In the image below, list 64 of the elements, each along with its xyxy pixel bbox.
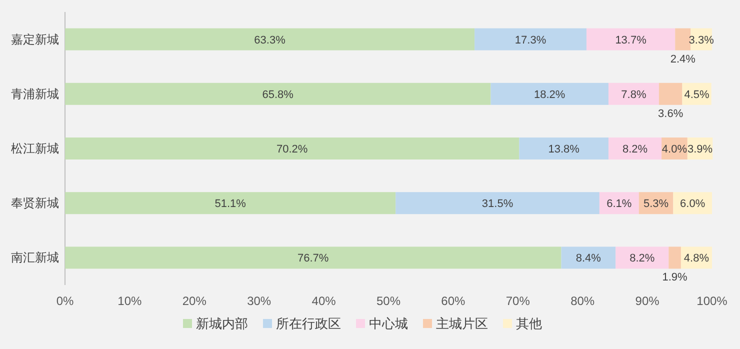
data-label: 51.1% — [214, 198, 246, 210]
bar — [65, 246, 562, 269]
bar — [519, 138, 608, 160]
data-label: 4.5% — [684, 88, 710, 101]
x-tick-label: 30% — [247, 294, 272, 308]
x-tick-label: 100% — [696, 294, 728, 308]
data-label: 8.2% — [622, 144, 648, 156]
bar — [65, 192, 396, 214]
legend-label: 所在行政区 — [276, 316, 341, 331]
bar — [65, 138, 520, 160]
x-tick-label: 20% — [182, 294, 207, 308]
y-tick-label: 松江新城 — [11, 142, 59, 156]
data-label: 4.0% — [662, 144, 688, 156]
legend-label: 新城内部 — [196, 316, 248, 331]
legend-label: 主城片区 — [436, 316, 488, 331]
data-label: 8.2% — [630, 252, 655, 265]
bar — [65, 28, 475, 50]
bar — [658, 82, 682, 105]
data-label: 13.7% — [615, 34, 647, 46]
x-tick-label: 60% — [441, 294, 466, 308]
data-label: 63.3% — [254, 34, 286, 46]
bar — [474, 28, 586, 50]
bar — [608, 82, 659, 105]
data-label: 5.3% — [643, 198, 669, 210]
data-label: 70.2% — [276, 144, 308, 156]
bar — [586, 28, 676, 50]
y-tick-label: 青浦新城 — [11, 86, 59, 101]
data-label: 18.2% — [534, 88, 566, 101]
x-tick-label: 10% — [118, 294, 142, 308]
x-tick-label: 70% — [506, 294, 530, 308]
bar — [65, 82, 491, 105]
data-label: 17.3% — [514, 34, 546, 46]
data-label: 6.0% — [680, 198, 706, 210]
legend-label: 其他 — [516, 316, 542, 331]
bar — [396, 192, 600, 214]
data-label: 7.8% — [621, 88, 646, 101]
y-tick-label: 南汇新城 — [11, 250, 59, 265]
bar — [599, 192, 639, 214]
y-tick-label: 嘉定新城 — [11, 32, 59, 46]
data-label: 3.9% — [687, 144, 713, 156]
data-label: 8.4% — [576, 252, 602, 265]
x-tick-label: 0% — [56, 294, 74, 308]
bar — [668, 246, 681, 269]
bar — [490, 82, 608, 105]
data-label: 6.1% — [606, 198, 632, 210]
bar — [608, 138, 662, 160]
data-label: 1.9% — [662, 272, 688, 284]
x-tick-label: 90% — [635, 294, 660, 308]
data-label: 76.7% — [298, 252, 329, 265]
data-label: 2.4% — [670, 53, 696, 66]
y-tick-label: 奉贤新城 — [11, 196, 59, 210]
x-tick-label: 80% — [570, 294, 595, 308]
data-label: 4.8% — [684, 252, 710, 265]
data-label: 13.8% — [548, 144, 580, 156]
data-label: 3.6% — [658, 108, 684, 120]
data-label: 31.5% — [482, 198, 514, 210]
data-label: 3.3% — [688, 34, 714, 46]
data-label: 65.8% — [262, 88, 294, 101]
x-tick-label: 50% — [376, 294, 401, 308]
bar — [561, 246, 616, 269]
bar — [675, 28, 691, 50]
bar — [616, 246, 669, 269]
legend-label: 中心城 — [369, 316, 408, 331]
x-tick-label: 40% — [312, 294, 336, 308]
